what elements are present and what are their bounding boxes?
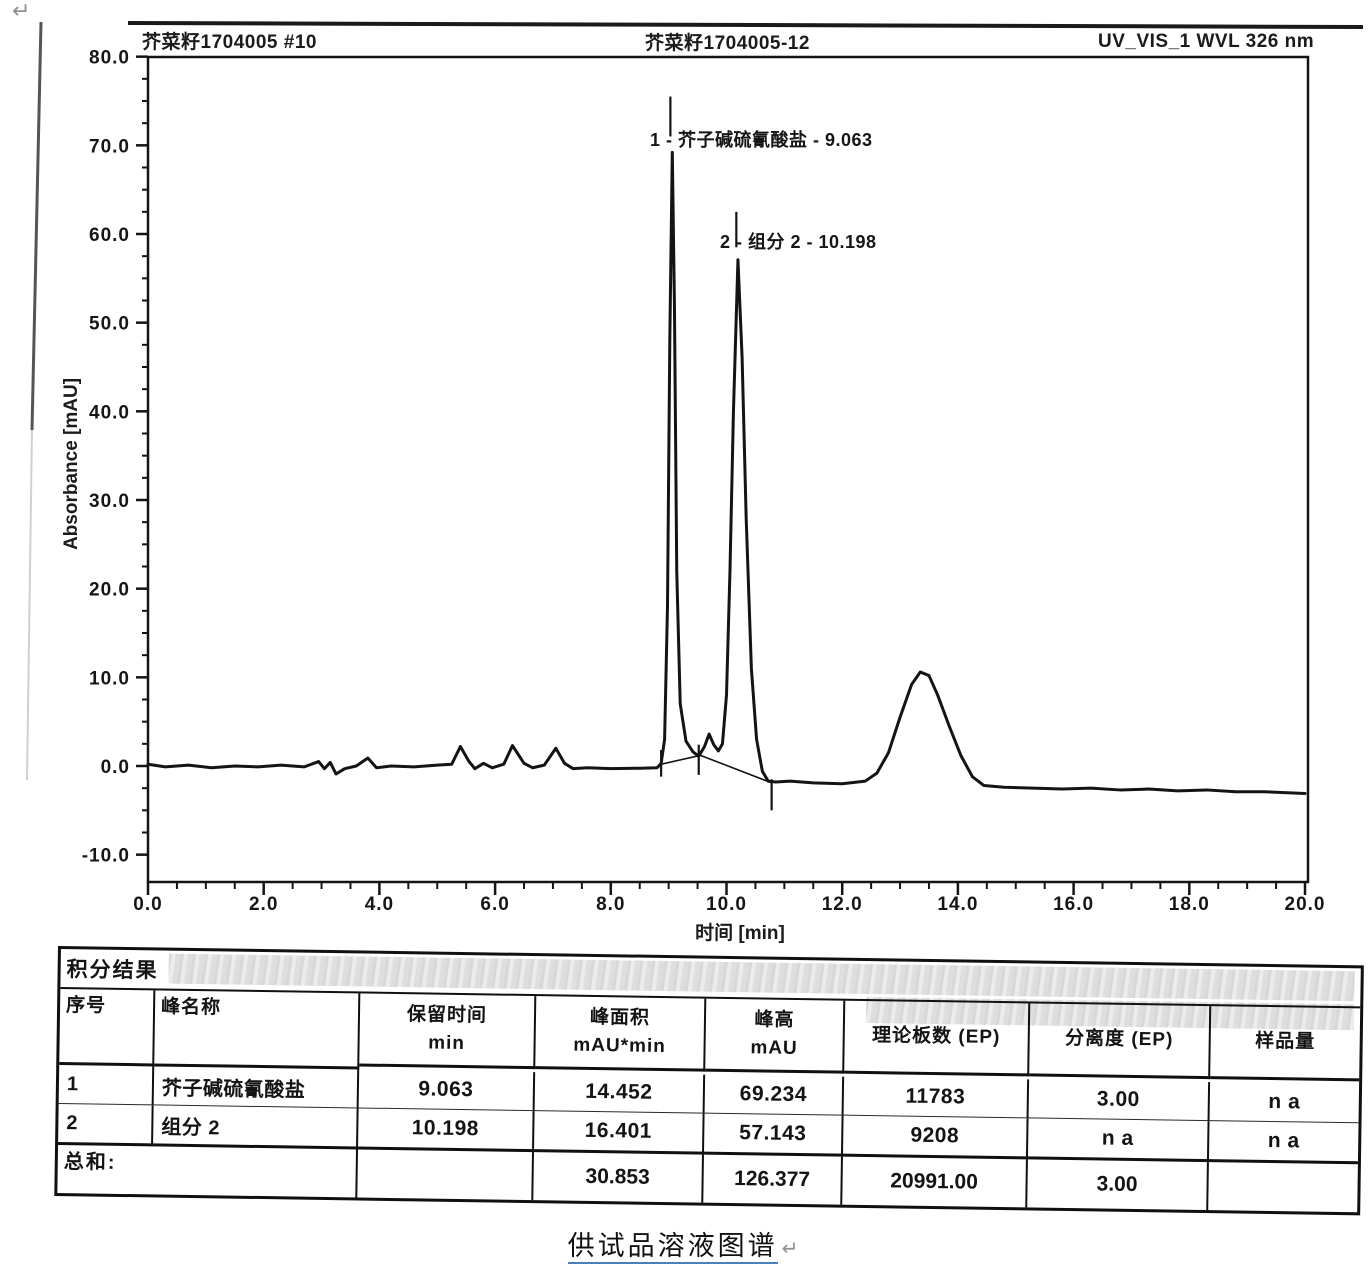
svg-text:18.0: 18.0 xyxy=(1169,894,1210,915)
table-cell: 9.063 xyxy=(358,1069,536,1112)
svg-text:12.0: 12.0 xyxy=(822,894,863,915)
col-header-area: 峰面积 mAU*min xyxy=(535,996,707,1072)
table-cell: 1 xyxy=(58,1065,155,1106)
col-header-retention: 保留时间 min xyxy=(359,993,537,1070)
svg-text:70.0: 70.0 xyxy=(89,136,130,157)
table-cell: n a xyxy=(1027,1118,1210,1163)
paragraph-return-icon: ↵ xyxy=(12,0,31,23)
figure-caption: 供试品溶液图谱 ↵ xyxy=(0,1224,1369,1264)
svg-text:20.0: 20.0 xyxy=(1285,894,1326,915)
table-cell: 芥子碱硫氰酸盐 xyxy=(153,1066,360,1109)
col-header-amount: 样品量 xyxy=(1210,1006,1361,1082)
svg-text:4.0: 4.0 xyxy=(365,894,394,915)
svg-text:80.0: 80.0 xyxy=(89,48,130,69)
sum-row-label: 总和: xyxy=(57,1145,359,1198)
svg-text:16.0: 16.0 xyxy=(1053,894,1094,915)
table-cell: 3.00 xyxy=(1028,1079,1211,1122)
table-cell: 14.452 xyxy=(534,1072,706,1114)
table-cell: 2 xyxy=(58,1104,154,1147)
table-cell: 10.198 xyxy=(358,1108,535,1153)
svg-text:0.0: 0.0 xyxy=(133,894,162,915)
injection-name: 芥菜籽1704005 #10 xyxy=(142,32,317,53)
col-header-peak-name: 峰名称 xyxy=(154,990,361,1070)
svg-text:8.0: 8.0 xyxy=(596,894,625,915)
col-header-height: 峰高 mAU xyxy=(705,998,846,1074)
sum-plates: 20991.00 xyxy=(842,1156,1028,1208)
table-cell: 组分 2 xyxy=(153,1105,359,1150)
table-cell: 69.234 xyxy=(704,1074,845,1116)
x-axis-label: 时间 [min] xyxy=(695,923,785,944)
col-header-resolution: 分离度 (EP) xyxy=(1029,1003,1212,1080)
svg-text:30.0: 30.0 xyxy=(89,491,130,512)
svg-text:2.0: 2.0 xyxy=(249,894,278,915)
table-cell: n a xyxy=(1209,1082,1360,1124)
svg-text:50.0: 50.0 xyxy=(89,314,130,335)
svg-text:14.0: 14.0 xyxy=(937,894,978,915)
sample-name: 芥菜籽1704005-12 xyxy=(645,33,810,54)
col-header-index: 序号 xyxy=(59,989,156,1067)
table-cell: 9208 xyxy=(842,1115,1029,1160)
svg-text:0.0: 0.0 xyxy=(101,757,130,778)
svg-text:40.0: 40.0 xyxy=(89,402,130,423)
table-cell: 57.143 xyxy=(703,1113,844,1157)
y-axis-label: Absorbance [mAU] xyxy=(61,377,82,551)
svg-text:6.0: 6.0 xyxy=(480,894,509,915)
channel-name: UV_VIS_1 WVL 326 nm xyxy=(1098,31,1315,52)
sum-area: 30.853 xyxy=(533,1152,704,1203)
col-header-plates: 理论板数 (EP) xyxy=(844,1000,1031,1077)
svg-text:60.0: 60.0 xyxy=(89,225,130,246)
sum-height: 126.377 xyxy=(703,1154,843,1205)
caption-text: 供试品溶液图谱 xyxy=(567,1231,778,1264)
sum-amount xyxy=(1208,1162,1358,1212)
sum-resolution: 3.00 xyxy=(1027,1159,1209,1211)
peak-2-label: 2 - 组分 2 - 10.198 xyxy=(720,232,877,252)
table-cell: 16.401 xyxy=(533,1111,705,1155)
integration-results-table: 积分结果 序号 峰名称 保留时间 min 峰面积 mAU*min 峰高 mAU 理论板… xyxy=(54,946,1364,1216)
sum-retention xyxy=(357,1149,534,1201)
paragraph-return-icon: ↵ xyxy=(781,1238,802,1260)
svg-text:10.0: 10.0 xyxy=(89,668,130,689)
table-cell: 11783 xyxy=(843,1076,1030,1119)
svg-text:10.0: 10.0 xyxy=(706,894,747,915)
peak-1-label: 1 - 芥子碱硫氰酸盐 - 9.063 xyxy=(650,130,873,150)
table-cell: n a xyxy=(1208,1121,1359,1165)
svg-text:20.0: 20.0 xyxy=(89,580,130,601)
svg-text:-10.0: -10.0 xyxy=(82,846,130,867)
